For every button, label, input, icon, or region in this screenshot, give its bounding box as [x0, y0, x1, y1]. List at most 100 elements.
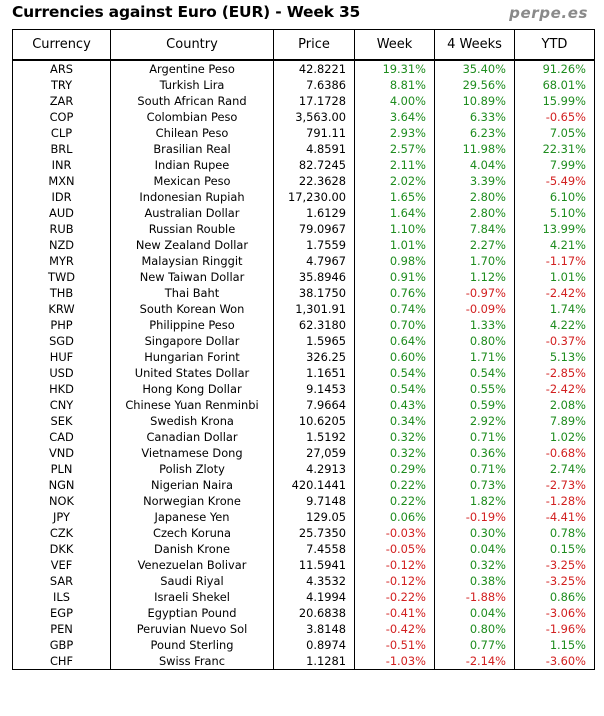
country-name-cell: Indonesian Rupiah: [110, 189, 274, 205]
country-name-cell: Nigerian Naira: [110, 477, 274, 493]
table-row: CNY Chinese Yuan Renminbi 7.9664 0.43% 0.59%…: [12, 397, 595, 413]
week-change-cell: 1.10%: [354, 221, 435, 237]
ytd-change-cell: 91.26%: [514, 60, 595, 77]
price-cell: 7.4558: [273, 541, 355, 557]
country-name-cell: Peruvian Nuevo Sol: [110, 621, 274, 637]
price-cell: 4.3532: [273, 573, 355, 589]
price-cell: 82.7245: [273, 157, 355, 173]
4-weeks-change-cell: 35.40%: [434, 60, 515, 77]
ytd-change-cell: 5.10%: [514, 205, 595, 221]
week-change-cell: -0.03%: [354, 525, 435, 541]
4-weeks-change-cell: 0.04%: [434, 605, 515, 621]
table-row: GBP Pound Sterling 0.8974 -0.51% 0.77% 1.15%: [12, 637, 595, 653]
week-change-cell: 3.64%: [354, 109, 435, 125]
price-cell: 4.8591: [273, 141, 355, 157]
country-name-cell: Philippine Peso: [110, 317, 274, 333]
week-change-cell: 0.29%: [354, 461, 435, 477]
week-change-cell: 0.43%: [354, 397, 435, 413]
currency-code-cell: SEK: [12, 413, 111, 429]
table-row: COP Colombian Peso 3,563.00 3.64% 6.33% -0.65…: [12, 109, 595, 125]
price-cell: 17,230.00: [273, 189, 355, 205]
country-name-cell: Turkish Lira: [110, 77, 274, 93]
country-name-cell: Mexican Peso: [110, 173, 274, 189]
4-weeks-change-cell: 1.71%: [434, 349, 515, 365]
country-name-cell: South Korean Won: [110, 301, 274, 317]
4-weeks-change-cell: -0.19%: [434, 509, 515, 525]
price-cell: 7.9664: [273, 397, 355, 413]
ytd-change-cell: -1.17%: [514, 253, 595, 269]
currency-code-cell: SAR: [12, 573, 111, 589]
ytd-change-cell: -0.65%: [514, 109, 595, 125]
currency-code-cell: HKD: [12, 381, 111, 397]
ytd-change-cell: 4.22%: [514, 317, 595, 333]
price-cell: 129.05: [273, 509, 355, 525]
price-cell: 0.8974: [273, 637, 355, 653]
4-weeks-change-cell: 0.71%: [434, 429, 515, 445]
week-change-cell: 0.32%: [354, 429, 435, 445]
currency-code-cell: BRL: [12, 141, 111, 157]
ytd-change-cell: -1.28%: [514, 493, 595, 509]
table-row: CZK Czech Koruna 25.7350 -0.03% 0.30% 0.78%: [12, 525, 595, 541]
country-name-cell: South African Rand: [110, 93, 274, 109]
country-name-cell: Hungarian Forint: [110, 349, 274, 365]
price-cell: 79.0967: [273, 221, 355, 237]
week-change-cell: 2.11%: [354, 157, 435, 173]
4-weeks-change-cell: 2.27%: [434, 237, 515, 253]
currency-code-cell: HUF: [12, 349, 111, 365]
week-change-cell: 0.91%: [354, 269, 435, 285]
currency-code-cell: NOK: [12, 493, 111, 509]
country-name-cell: Colombian Peso: [110, 109, 274, 125]
week-change-cell: -0.41%: [354, 605, 435, 621]
ytd-change-cell: 13.99%: [514, 221, 595, 237]
currency-code-cell: ZAR: [12, 93, 111, 109]
currency-code-cell: TRY: [12, 77, 111, 93]
week-change-cell: -0.12%: [354, 557, 435, 573]
price-cell: 4.7967: [273, 253, 355, 269]
week-change-cell: -0.51%: [354, 637, 435, 653]
table-row: HKD Hong Kong Dollar 9.1453 0.54% 0.55% -2.42…: [12, 381, 595, 397]
table-row: CLP Chilean Peso 791.11 2.93% 6.23% 7.05%: [12, 125, 595, 141]
ytd-change-cell: 1.74%: [514, 301, 595, 317]
table-row: RUB Russian Rouble 79.0967 1.10% 7.84% 13.99%: [12, 221, 595, 237]
ytd-change-cell: 0.86%: [514, 589, 595, 605]
4-weeks-change-cell: 29.56%: [434, 77, 515, 93]
4-weeks-change-cell: 0.36%: [434, 445, 515, 461]
4-weeks-change-cell: 2.80%: [434, 189, 515, 205]
table-row: ILS Israeli Shekel 4.1994 -0.22% -1.88% 0.86%: [12, 589, 595, 605]
price-cell: 791.11: [273, 125, 355, 141]
week-change-cell: 0.64%: [354, 333, 435, 349]
4-weeks-change-cell: -0.09%: [434, 301, 515, 317]
country-name-cell: Argentine Peso: [110, 60, 274, 77]
column-header-ytd: YTD: [514, 29, 595, 61]
country-name-cell: Australian Dollar: [110, 205, 274, 221]
country-name-cell: Pound Sterling: [110, 637, 274, 653]
4-weeks-change-cell: 3.39%: [434, 173, 515, 189]
4-weeks-change-cell: 6.33%: [434, 109, 515, 125]
country-name-cell: Swedish Krona: [110, 413, 274, 429]
ytd-change-cell: 7.89%: [514, 413, 595, 429]
table-row: EGP Egyptian Pound 20.6838 -0.41% 0.04% -3.06…: [12, 605, 595, 621]
ytd-change-cell: -0.37%: [514, 333, 595, 349]
currency-code-cell: KRW: [12, 301, 111, 317]
country-name-cell: Hong Kong Dollar: [110, 381, 274, 397]
price-cell: 1,301.91: [273, 301, 355, 317]
week-change-cell: 2.93%: [354, 125, 435, 141]
column-header-week: Week: [354, 29, 435, 61]
table-row: TRY Turkish Lira 7.6386 8.81% 29.56% 68.01%: [12, 77, 595, 93]
4-weeks-change-cell: 11.98%: [434, 141, 515, 157]
currency-code-cell: SGD: [12, 333, 111, 349]
table-row: NZD New Zealand Dollar 1.7559 1.01% 2.27% 4.2…: [12, 237, 595, 253]
country-name-cell: Russian Rouble: [110, 221, 274, 237]
ytd-change-cell: -4.41%: [514, 509, 595, 525]
currency-code-cell: TWD: [12, 269, 111, 285]
currency-code-cell: AUD: [12, 205, 111, 221]
column-header-4-weeks: 4 Weeks: [434, 29, 515, 61]
country-name-cell: Canadian Dollar: [110, 429, 274, 445]
ytd-change-cell: -3.25%: [514, 573, 595, 589]
table-row: TWD New Taiwan Dollar 35.8946 0.91% 1.12% 1.0…: [12, 269, 595, 285]
ytd-change-cell: 2.08%: [514, 397, 595, 413]
currency-code-cell: MYR: [12, 253, 111, 269]
table-row: MYR Malaysian Ringgit 4.7967 0.98% 1.70% -1.1…: [12, 253, 595, 269]
country-name-cell: Chilean Peso: [110, 125, 274, 141]
table-row: VND Vietnamese Dong 27,059 0.32% 0.36% -0.68%: [12, 445, 595, 461]
